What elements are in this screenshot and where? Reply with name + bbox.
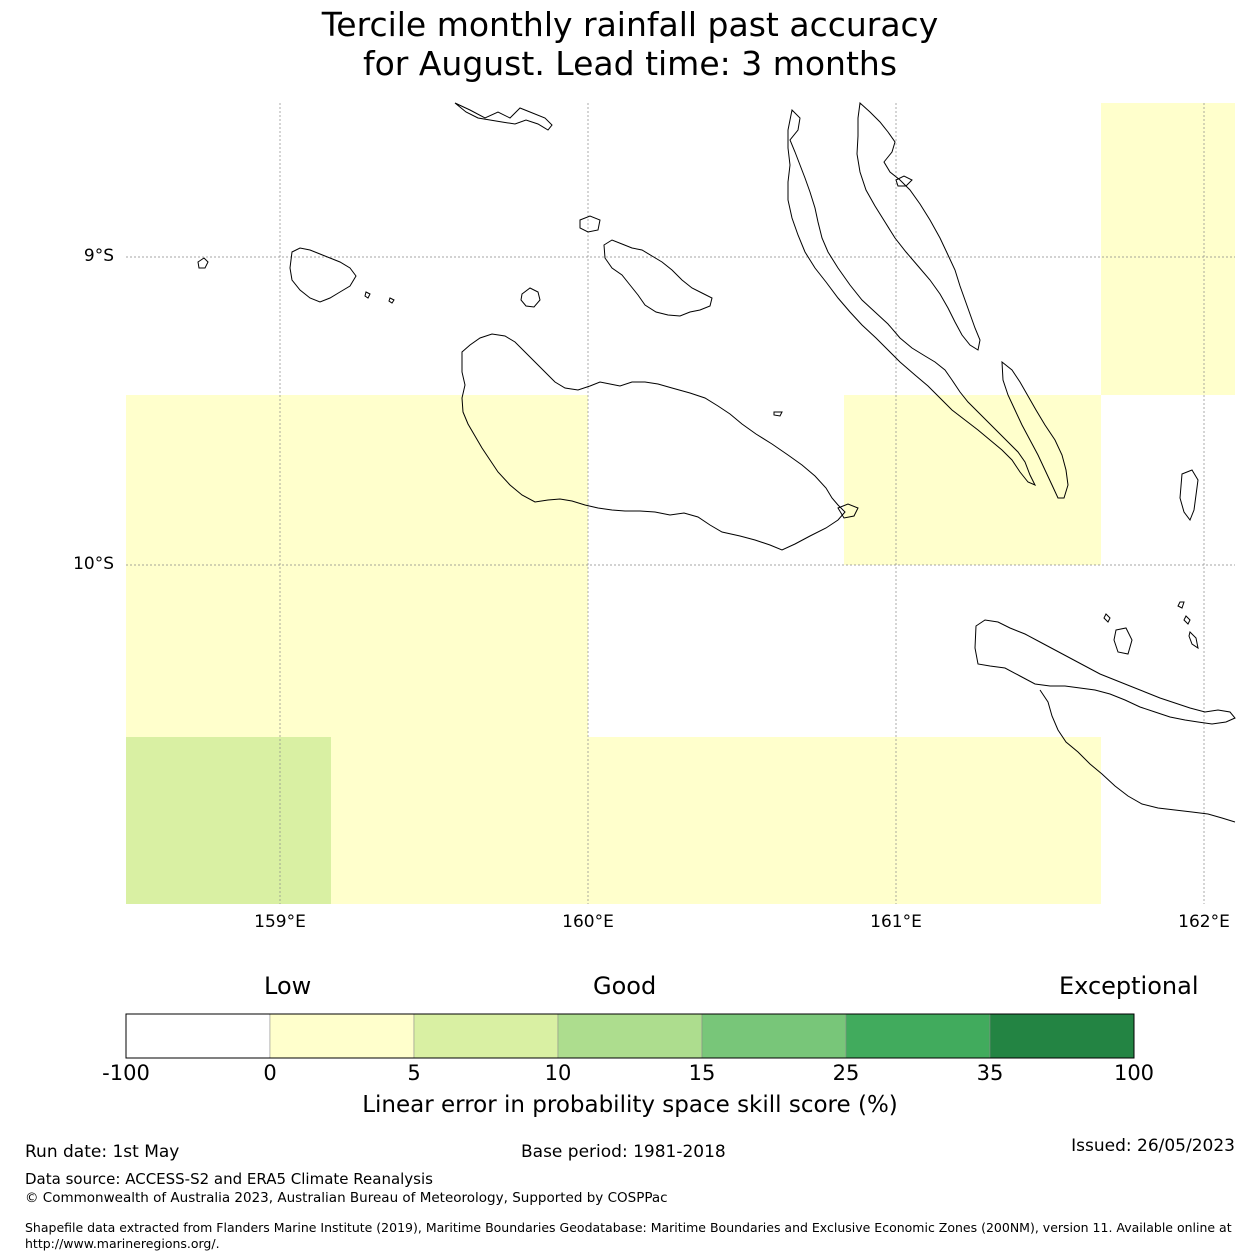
skill-cell xyxy=(331,737,588,904)
coastline-isle-7 xyxy=(1103,613,1111,623)
coastline-makira-south xyxy=(1039,689,1236,823)
gridlines xyxy=(126,103,1235,904)
coastline-ulawa xyxy=(1179,469,1199,522)
coastline-isle-3 xyxy=(454,102,553,131)
colorbar-tick: 0 xyxy=(263,1061,277,1085)
colorbar-segment xyxy=(557,1013,703,1059)
colorbar-category-low: Low xyxy=(264,972,312,1000)
coastline-isle-2 xyxy=(579,215,601,233)
colorbar-segment xyxy=(701,1013,847,1059)
lon-label-160e: 160°E xyxy=(562,912,614,932)
colorbar-tick: 10 xyxy=(544,1061,572,1085)
copyright: © Commonwealth of Australia 2023, Austra… xyxy=(25,1190,668,1206)
coastline-isle-12 xyxy=(364,291,371,299)
coastline-isle-6 xyxy=(773,411,783,417)
colorbar-label: Linear error in probability space skill … xyxy=(362,1092,898,1118)
colorbar-frame xyxy=(125,1013,1135,1059)
shapefile-credit-line1: Shapefile data extracted from Flanders M… xyxy=(25,1220,1232,1235)
run-date: Run date: 1st May xyxy=(25,1142,180,1162)
skill-cell xyxy=(126,395,588,737)
skill-cell xyxy=(126,737,331,904)
coastline-isle-4 xyxy=(895,175,913,187)
shapefile-credit-line2: http://www.marineregions.org/. xyxy=(25,1236,220,1251)
base-period: Base period: 1981-2018 xyxy=(521,1142,726,1162)
map-title-line2: for August. Lead time: 3 months xyxy=(362,44,898,83)
coastlines xyxy=(197,101,1236,823)
lon-label-162e: 162°E xyxy=(1178,912,1230,932)
coastline-isle-10 xyxy=(1183,615,1191,625)
colorbar-tick: 5 xyxy=(407,1061,421,1085)
map-title-line1: Tercile monthly rainfall past accuracy xyxy=(321,5,939,44)
coastline-isle-13 xyxy=(388,297,395,304)
colorbar-tick: 25 xyxy=(832,1061,860,1085)
coastline-small-malaita xyxy=(1001,360,1069,499)
skill-cell xyxy=(588,737,1101,904)
lon-label-159e: 159°E xyxy=(254,912,306,932)
coastline-malaita xyxy=(787,108,1037,486)
colorbar xyxy=(125,1013,1135,1059)
colorbar-category-exceptional: Exceptional xyxy=(1059,972,1199,1000)
coastline-florida-islands xyxy=(603,239,713,317)
colorbar-segment xyxy=(269,1013,415,1059)
colorbar-segment xyxy=(413,1013,559,1059)
colorbar-tick: -100 xyxy=(102,1061,150,1085)
colorbar-tick: 100 xyxy=(1113,1061,1155,1085)
colorbar-segment xyxy=(125,1013,271,1059)
lon-label-161e: 161°E xyxy=(870,912,922,932)
coastline-savo xyxy=(520,287,541,308)
lat-label-9s: 9°S xyxy=(83,246,114,266)
coastline-isle-1 xyxy=(197,257,209,269)
skill-cell xyxy=(1101,103,1235,395)
coastline-isle-11 xyxy=(1188,631,1199,650)
coastline-isle-9 xyxy=(1177,601,1185,609)
coastline-isle-8 xyxy=(1113,627,1133,655)
lat-label-10s: 10°S xyxy=(73,554,114,574)
skill-cell xyxy=(844,395,1101,565)
coastline-makira xyxy=(974,619,1236,725)
coastline-russell-islands xyxy=(289,247,357,303)
skill-cells xyxy=(126,103,1235,904)
colorbar-tick: 15 xyxy=(688,1061,716,1085)
colorbar-tick: 35 xyxy=(976,1061,1004,1085)
colorbar-segment xyxy=(989,1013,1135,1059)
colorbar-category-good: Good xyxy=(593,972,657,1000)
coastline-guadalcanal xyxy=(461,333,846,551)
coastline-malaita-north xyxy=(856,101,981,351)
coastline-isle-5 xyxy=(837,503,859,519)
issued-date: Issued: 26/05/2023 xyxy=(1071,1136,1235,1156)
colorbar-segment xyxy=(845,1013,991,1059)
data-source: Data source: ACCESS-S2 and ERA5 Climate … xyxy=(25,1170,433,1188)
